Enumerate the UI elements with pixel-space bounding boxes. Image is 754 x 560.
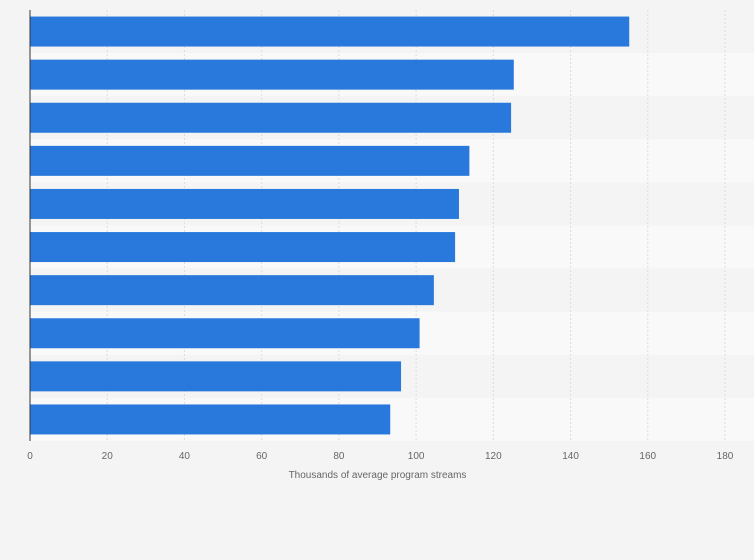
bar[interactable]: [30, 145, 470, 176]
bar[interactable]: [30, 16, 630, 47]
bar[interactable]: [30, 361, 402, 392]
x-axis-ticks: 0 20 40 60 80 100 120 140 160 180: [27, 451, 734, 462]
x-tick-label: 180: [717, 451, 734, 462]
bar[interactable]: [30, 275, 434, 306]
x-tick-label: 20: [102, 451, 114, 462]
bars: [30, 16, 630, 435]
x-tick-label: 0: [27, 451, 33, 462]
bar[interactable]: [30, 318, 420, 349]
bar[interactable]: [30, 102, 512, 133]
bar[interactable]: [30, 59, 514, 90]
x-tick-label: 100: [408, 451, 425, 462]
x-tick-label: 40: [179, 451, 191, 462]
x-axis-title: Thousands of average program streams: [289, 470, 467, 481]
x-tick-label: 120: [485, 451, 502, 462]
bar[interactable]: [30, 404, 391, 435]
bar[interactable]: [30, 188, 459, 219]
bar[interactable]: [30, 232, 456, 263]
x-tick-label: 60: [256, 451, 268, 462]
x-tick-label: 160: [639, 451, 656, 462]
x-tick-label: 80: [333, 451, 345, 462]
x-tick-label: 140: [562, 451, 579, 462]
